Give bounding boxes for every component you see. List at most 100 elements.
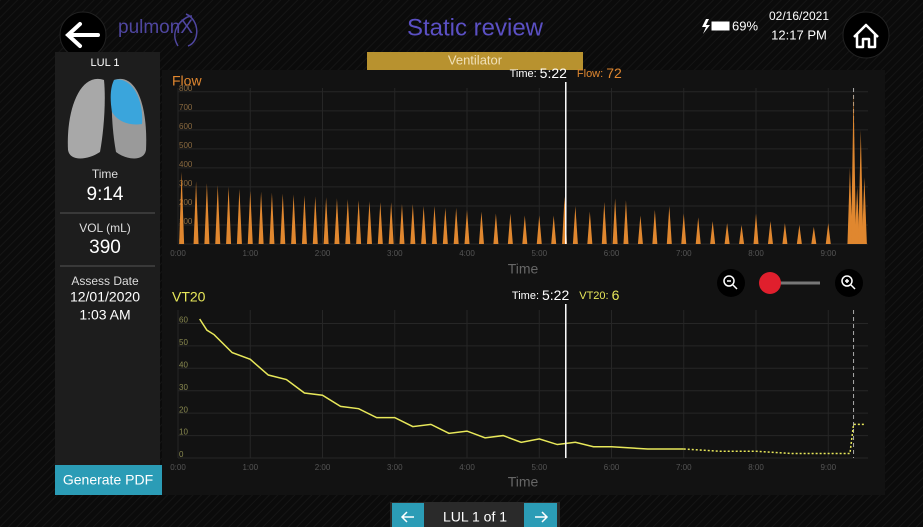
x-tick-label: 6:00 — [604, 249, 620, 258]
flow-spike — [291, 194, 297, 244]
y-tick-label: 500 — [179, 141, 193, 150]
charging-icon — [702, 19, 710, 34]
back-button[interactable] — [59, 11, 107, 59]
flow-spike — [345, 199, 351, 244]
flow-spike — [301, 195, 307, 244]
chart-title: Flow — [172, 73, 202, 89]
x-tick-label: 1:00 — [242, 463, 258, 472]
x-tick-label: 7:00 — [676, 463, 692, 472]
flow-spike — [388, 202, 394, 244]
flow-spike — [652, 209, 658, 244]
chart-title: VT20 — [172, 289, 206, 305]
flow-spike — [623, 200, 629, 244]
assess-time: 1:03 AM — [79, 307, 130, 323]
x-tick-label: 6:00 — [604, 463, 620, 472]
flow-spike — [681, 213, 687, 244]
flow-spike — [522, 215, 528, 244]
y-tick-label: 40 — [179, 360, 188, 369]
flow-spike — [767, 221, 773, 244]
y-tick-label: 200 — [179, 198, 193, 207]
y-tick-label: 100 — [179, 217, 193, 226]
flow-spike — [421, 205, 427, 244]
flow-spike — [323, 197, 329, 244]
x-axis-label: Time — [508, 261, 539, 277]
flow-spike — [226, 186, 232, 244]
tab — [367, 52, 583, 70]
flow-spike — [847, 167, 853, 244]
vol-label: VOL (mL) — [79, 221, 131, 235]
cursor-value: 6 — [612, 287, 620, 303]
flow-spike — [280, 193, 286, 244]
cursor-readout: Time: 5:22 Flow: 72 — [510, 65, 622, 81]
x-tick-label: 2:00 — [315, 463, 331, 472]
flow-spike — [453, 207, 459, 244]
x-tick-label: 3:00 — [387, 249, 403, 258]
flow-spike — [356, 200, 362, 244]
flow-spike — [464, 209, 470, 244]
cursor-value-label: VT20: — [579, 290, 608, 302]
flow-spike — [739, 224, 745, 244]
next-button[interactable] — [524, 503, 557, 527]
home-button[interactable] — [842, 11, 890, 59]
time-label: Time — [92, 167, 119, 181]
flow-spike — [536, 215, 542, 244]
zoom-out[interactable] — [717, 269, 745, 297]
prev-button[interactable] — [392, 503, 424, 527]
flow-spike — [666, 205, 672, 244]
y-tick-label: 20 — [179, 405, 188, 414]
flow-spike — [215, 185, 221, 244]
flow-spike — [861, 177, 867, 244]
x-tick-label: 0:00 — [170, 463, 186, 472]
flow-spike — [612, 198, 618, 244]
x-tick-label: 8:00 — [748, 463, 764, 472]
x-tick-label: 5:00 — [531, 249, 547, 258]
lung-icon — [67, 78, 147, 159]
zoom-in[interactable] — [835, 269, 863, 297]
cursor-time-label: Time: — [510, 68, 537, 80]
cursor-value: 72 — [606, 65, 622, 81]
y-tick-label: 0 — [179, 450, 184, 459]
flow-spike — [431, 205, 437, 244]
generate-pdf-button[interactable]: Generate PDF — [55, 465, 162, 495]
flow-spike — [236, 188, 242, 244]
y-tick-label: 10 — [179, 428, 188, 437]
y-tick-label: 50 — [179, 338, 188, 347]
x-tick-label: 1:00 — [242, 249, 258, 258]
y-tick-label: 300 — [179, 179, 193, 188]
flow-spike — [377, 202, 383, 244]
flow-spike — [753, 213, 759, 244]
x-tick-label: 4:00 — [459, 249, 475, 258]
x-tick-label: 8:00 — [748, 249, 764, 258]
clock: 12:17 PM — [771, 27, 827, 42]
flow-spike — [334, 198, 340, 244]
cursor-readout: Time: 5:22 VT20: 6 — [512, 287, 620, 303]
x-axis-label: Time — [508, 474, 539, 490]
flow-spike — [796, 224, 802, 244]
vol: 390 — [89, 237, 121, 258]
cursor-value-label: Flow: — [577, 68, 603, 80]
flow-spike — [193, 181, 199, 244]
date: 02/16/2021 — [769, 9, 829, 23]
flow-spike — [410, 204, 416, 244]
flow-spike — [366, 201, 372, 244]
flow-spike — [854, 186, 860, 244]
flow-spike — [587, 211, 593, 244]
x-tick-label: 9:00 — [820, 463, 836, 472]
x-tick-label: 4:00 — [459, 463, 475, 472]
flow-spike — [442, 207, 448, 244]
logo-mark — [174, 13, 198, 47]
zoom-slider[interactable] — [759, 272, 781, 294]
flow-spike — [825, 223, 831, 244]
flow-spike — [204, 183, 210, 244]
assess-date: 12/01/2020 — [70, 289, 140, 305]
y-tick-label: 800 — [179, 84, 193, 93]
cursor-time: 5:22 — [542, 287, 569, 303]
x-tick-label: 7:00 — [676, 249, 692, 258]
flow-spike — [478, 211, 484, 244]
flow-spike — [851, 91, 857, 245]
flow-spike — [551, 215, 557, 244]
charts: Flow Time 0 100 200 300 400 500 600 700 800 0:00 1:0… — [170, 65, 868, 490]
flow-spike — [179, 171, 185, 244]
tab-label: Ventilator — [448, 52, 503, 67]
